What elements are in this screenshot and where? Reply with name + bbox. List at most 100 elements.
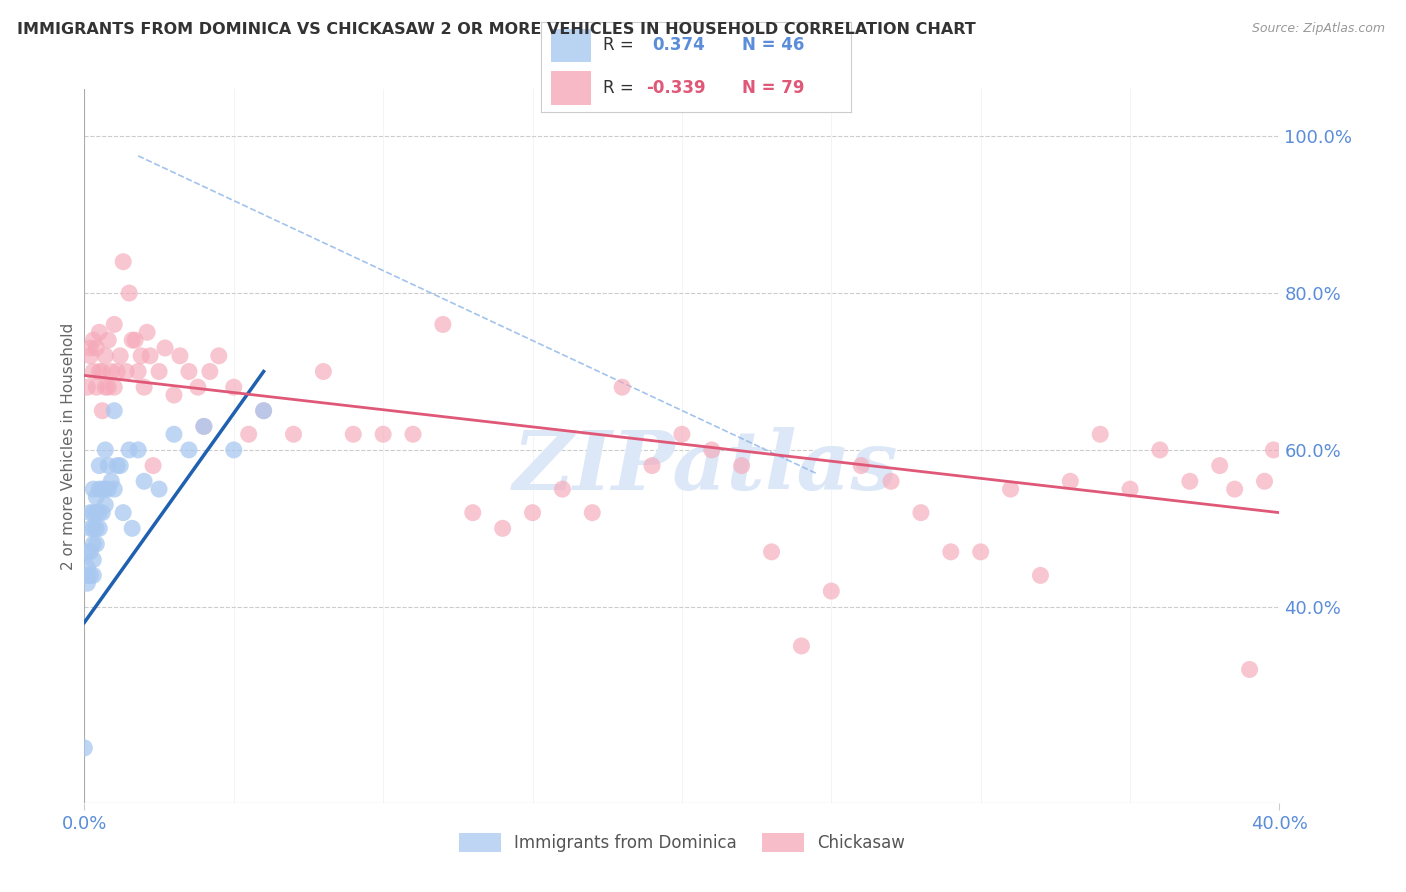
Point: [132, 380, 156, 394]
Point: [76, 380, 98, 394]
Point: [432, 318, 454, 332]
Point: [1029, 568, 1052, 582]
Point: [79, 341, 101, 355]
Point: [86, 380, 108, 394]
Text: N = 46: N = 46: [742, 37, 804, 54]
Point: [82, 506, 104, 520]
Point: [82, 568, 104, 582]
Point: [89, 326, 111, 340]
Point: [97, 458, 120, 473]
Point: [148, 482, 170, 496]
Point: [100, 364, 122, 378]
Point: [461, 506, 484, 520]
Point: [1178, 475, 1201, 489]
Point: [1059, 475, 1081, 489]
Point: [910, 506, 932, 520]
Point: [402, 427, 425, 442]
Point: [91, 482, 114, 496]
Text: Source: ZipAtlas.com: Source: ZipAtlas.com: [1251, 22, 1385, 36]
Point: [342, 427, 364, 442]
Point: [153, 341, 176, 355]
Bar: [551, 71, 591, 105]
Point: [1119, 482, 1142, 496]
Point: [121, 333, 143, 347]
Point: [103, 403, 125, 417]
Point: [198, 364, 221, 378]
Point: [142, 458, 165, 473]
Point: [177, 364, 200, 378]
Point: [136, 326, 159, 340]
Point: [492, 521, 515, 535]
Point: [127, 364, 149, 378]
Text: IMMIGRANTS FROM DOMINICA VS CHICKASAW 2 OR MORE VEHICLES IN HOUSEHOLD CORRELATIO: IMMIGRANTS FROM DOMINICA VS CHICKASAW 2 …: [17, 22, 976, 37]
Point: [110, 349, 132, 363]
Point: [103, 318, 125, 332]
Point: [283, 427, 305, 442]
Point: [89, 458, 111, 473]
Point: [105, 458, 128, 473]
Point: [79, 349, 101, 363]
Point: [103, 482, 125, 496]
Point: [222, 442, 245, 457]
Point: [94, 442, 117, 457]
Point: [86, 490, 108, 504]
Point: [94, 349, 117, 363]
Point: [1239, 663, 1261, 677]
Point: [700, 442, 723, 457]
Point: [222, 380, 245, 394]
Point: [76, 576, 98, 591]
Point: [132, 475, 156, 489]
Point: [1000, 482, 1022, 496]
Point: [86, 537, 108, 551]
Point: [115, 364, 138, 378]
Point: [94, 498, 117, 512]
Point: [82, 537, 104, 551]
Point: [163, 427, 186, 442]
Bar: [551, 29, 591, 62]
Point: [939, 545, 962, 559]
Point: [671, 427, 693, 442]
Point: [100, 475, 122, 489]
Point: [1209, 458, 1232, 473]
Point: [253, 403, 276, 417]
Point: [91, 403, 114, 417]
Text: ZIPatlas: ZIPatlas: [513, 427, 898, 508]
Text: R =: R =: [603, 37, 634, 54]
Y-axis label: 2 or more Vehicles in Household: 2 or more Vehicles in Household: [60, 322, 76, 570]
Point: [127, 442, 149, 457]
Point: [253, 403, 276, 417]
Text: -0.339: -0.339: [647, 79, 706, 97]
Point: [103, 380, 125, 394]
Point: [163, 388, 186, 402]
Point: [1253, 475, 1275, 489]
Point: [91, 506, 114, 520]
Text: 0.374: 0.374: [652, 37, 706, 54]
Point: [79, 521, 101, 535]
Point: [581, 506, 603, 520]
Point: [86, 506, 108, 520]
Point: [790, 639, 813, 653]
Point: [76, 545, 98, 559]
Point: [86, 521, 108, 535]
Legend: Immigrants from Dominica, Chickasaw: Immigrants from Dominica, Chickasaw: [453, 826, 911, 859]
Point: [1223, 482, 1246, 496]
Point: [82, 552, 104, 566]
Point: [82, 482, 104, 496]
Point: [79, 545, 101, 559]
Point: [193, 419, 215, 434]
Point: [731, 458, 754, 473]
Point: [112, 506, 135, 520]
Point: [641, 458, 664, 473]
Point: [97, 333, 120, 347]
Point: [89, 364, 111, 378]
Text: N = 79: N = 79: [742, 79, 804, 97]
Point: [118, 286, 141, 301]
Point: [761, 545, 783, 559]
Point: [105, 364, 128, 378]
Point: [110, 458, 132, 473]
Point: [76, 560, 98, 574]
Point: [169, 349, 191, 363]
Point: [89, 482, 111, 496]
Point: [1090, 427, 1112, 442]
Point: [73, 740, 96, 755]
